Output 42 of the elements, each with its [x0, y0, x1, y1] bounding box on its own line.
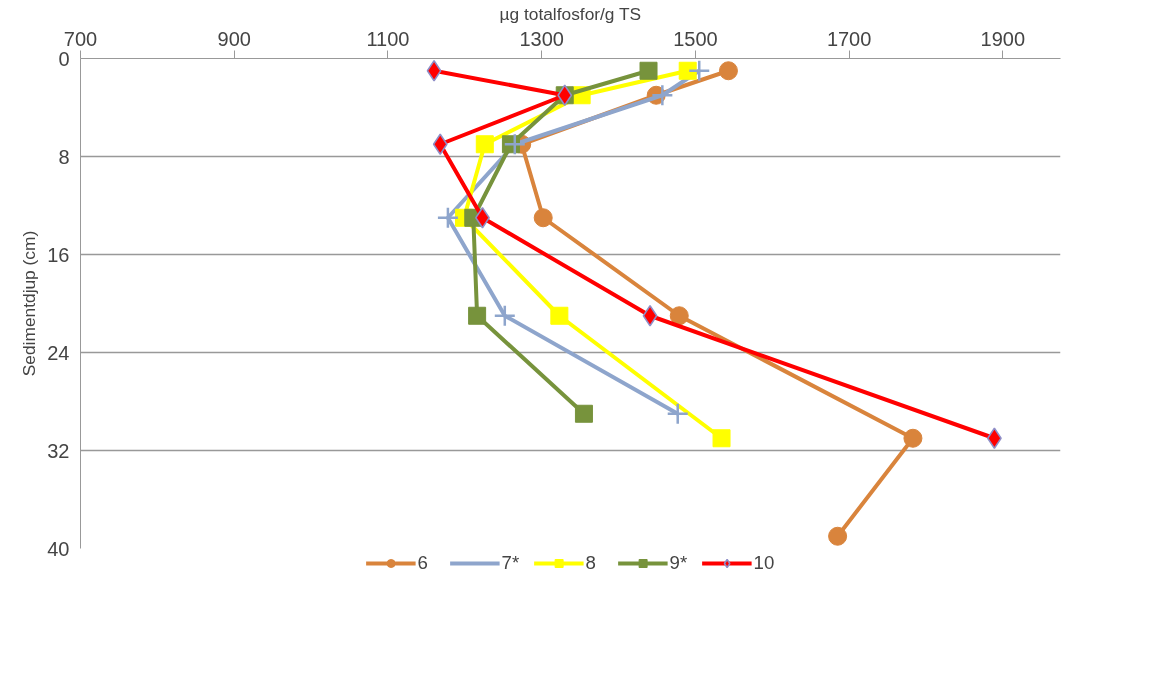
y-tick-label: 0: [58, 47, 70, 70]
legend-label: 6: [417, 552, 429, 574]
point: [718, 61, 738, 81]
x-tick-label: 1900: [980, 27, 1026, 50]
point: [550, 306, 569, 325]
point: [666, 402, 689, 425]
point: [712, 429, 731, 448]
x-tick-label: 1700: [826, 27, 872, 50]
x-tick-label: 700: [63, 27, 98, 50]
point: [533, 208, 553, 228]
point: [574, 404, 593, 423]
point: [669, 306, 689, 326]
legend-label: 8: [585, 552, 597, 574]
y-tick-label: 24: [47, 341, 70, 364]
x-tick-label: 1500: [673, 27, 718, 50]
point: [642, 305, 658, 327]
y-tick-label: 8: [58, 145, 70, 168]
x-axis-title: µg totalfosfor/g TS: [499, 3, 642, 24]
point: [475, 135, 494, 154]
point: [468, 306, 487, 325]
y-tick-label: 16: [47, 243, 70, 266]
point: [503, 133, 527, 156]
point: [426, 60, 442, 82]
point: [651, 84, 674, 107]
point: [828, 526, 848, 546]
y-tick-label: 40: [47, 537, 70, 560]
x-tick-label: 1300: [519, 27, 564, 50]
x-tick-label: 900: [217, 27, 251, 50]
point: [678, 61, 697, 80]
point: [436, 206, 460, 229]
point: [432, 133, 448, 155]
point: [493, 304, 517, 327]
legend-label: 7*: [501, 552, 521, 574]
legend-label: 10: [753, 552, 775, 574]
y-axis-title: Sedimentdjup (cm): [19, 230, 40, 377]
point: [903, 428, 923, 448]
point: [688, 59, 711, 82]
point: [986, 427, 1002, 449]
point: [639, 61, 658, 80]
x-tick-label: 1100: [366, 27, 410, 50]
legend-label: 9*: [669, 552, 689, 574]
y-tick-label: 32: [47, 439, 70, 462]
